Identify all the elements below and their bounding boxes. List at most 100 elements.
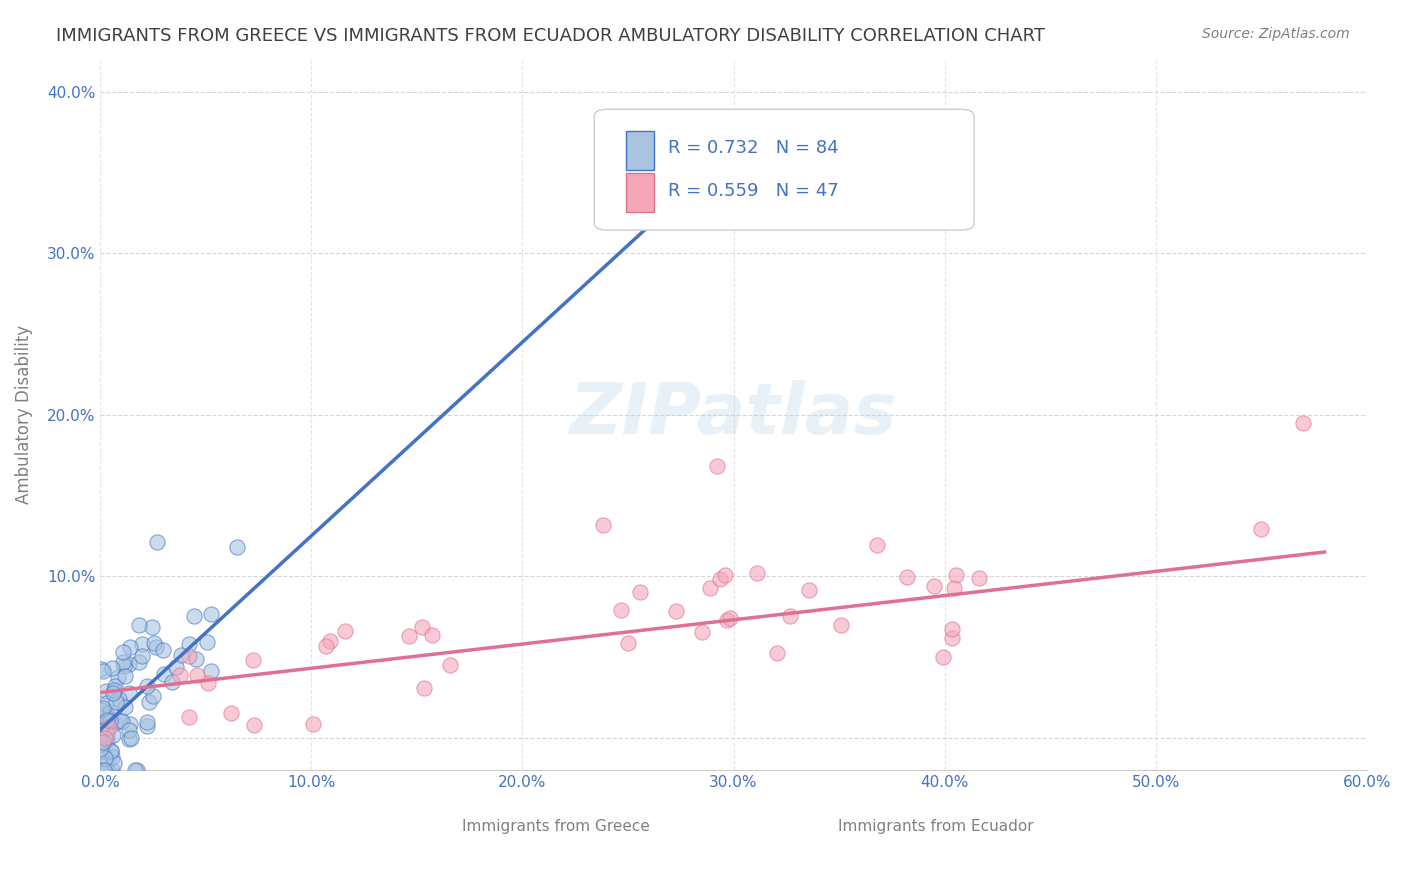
Point [90, 744, 112, 758]
Point [398, 629, 420, 643]
Point [716, 613, 738, 627]
Point [941, 631, 963, 645]
Point [714, 568, 737, 582]
Point [94, 731, 117, 745]
Point [94, 684, 117, 698]
Point [104, 716, 127, 731]
Point [90, 703, 112, 717]
Text: Immigrants from Ecuador: Immigrants from Ecuador [838, 819, 1033, 834]
Point [195, 635, 218, 649]
Point [107, 691, 129, 706]
Point [101, 749, 124, 764]
Point [945, 567, 967, 582]
Point [100, 712, 122, 726]
Point [96, 727, 118, 741]
Point [93, 735, 115, 749]
Point [183, 609, 205, 624]
Point [91, 700, 114, 714]
Point [153, 667, 176, 681]
Point [896, 570, 918, 584]
Point [120, 731, 142, 746]
Point [93, 763, 115, 777]
Text: IMMIGRANTS FROM GREECE VS IMMIGRANTS FROM ECUADOR AMBULATORY DISABILITY CORRELAT: IMMIGRANTS FROM GREECE VS IMMIGRANTS FRO… [56, 27, 1045, 45]
Point [610, 603, 633, 617]
Point [141, 620, 163, 634]
Point [103, 683, 125, 698]
Point [103, 756, 125, 771]
Point [96, 719, 118, 733]
Point [411, 620, 433, 634]
Point [865, 538, 887, 552]
Point [90, 662, 112, 676]
Point [170, 648, 193, 663]
Point [335, 624, 357, 638]
Point [94, 750, 117, 764]
Point [100, 660, 122, 674]
Point [100, 744, 122, 758]
Point [413, 681, 436, 696]
Point [799, 583, 821, 598]
Point [830, 618, 852, 632]
Point [922, 579, 945, 593]
FancyBboxPatch shape [626, 130, 654, 169]
Point [160, 674, 183, 689]
Point [98, 705, 121, 719]
Point [136, 715, 159, 730]
Point [125, 763, 148, 777]
Point [219, 706, 242, 721]
Point [226, 541, 249, 555]
Point [94, 763, 117, 777]
Point [145, 640, 167, 655]
Point [200, 665, 222, 679]
Point [104, 679, 127, 693]
Point [177, 637, 200, 651]
Text: Immigrants from Greece: Immigrants from Greece [463, 819, 650, 834]
FancyBboxPatch shape [456, 818, 503, 845]
Point [131, 649, 153, 664]
Point [765, 646, 787, 660]
Point [118, 723, 141, 737]
Point [90, 708, 112, 723]
Point [932, 649, 955, 664]
Point [186, 668, 208, 682]
Point [152, 643, 174, 657]
Point [112, 655, 135, 669]
Point [98, 714, 121, 728]
Point [197, 676, 219, 690]
FancyBboxPatch shape [810, 818, 858, 845]
Point [131, 637, 153, 651]
Point [138, 695, 160, 709]
Point [592, 518, 614, 533]
Point [100, 744, 122, 758]
Point [942, 581, 965, 595]
Point [779, 609, 801, 624]
Point [118, 686, 141, 700]
Point [699, 581, 721, 595]
Text: R = 0.559   N = 47: R = 0.559 N = 47 [668, 182, 838, 200]
Point [616, 635, 638, 649]
Point [96, 732, 118, 747]
Point [747, 566, 769, 581]
Point [97, 753, 120, 767]
Point [720, 611, 742, 625]
Point [184, 651, 207, 665]
Point [96, 696, 118, 710]
Point [112, 659, 135, 673]
Point [114, 700, 136, 714]
Point [142, 690, 165, 704]
Point [93, 731, 115, 746]
Point [169, 667, 191, 681]
Point [242, 653, 264, 667]
Text: R = 0.732   N = 84: R = 0.732 N = 84 [668, 139, 838, 157]
Point [118, 732, 141, 747]
Point [628, 585, 651, 599]
Point [177, 710, 200, 724]
Point [420, 628, 443, 642]
Point [118, 640, 141, 654]
Point [690, 625, 713, 640]
Point [128, 655, 150, 669]
Text: Source: ZipAtlas.com: Source: ZipAtlas.com [1202, 27, 1350, 41]
Point [101, 686, 124, 700]
Point [114, 668, 136, 682]
Point [101, 728, 124, 742]
